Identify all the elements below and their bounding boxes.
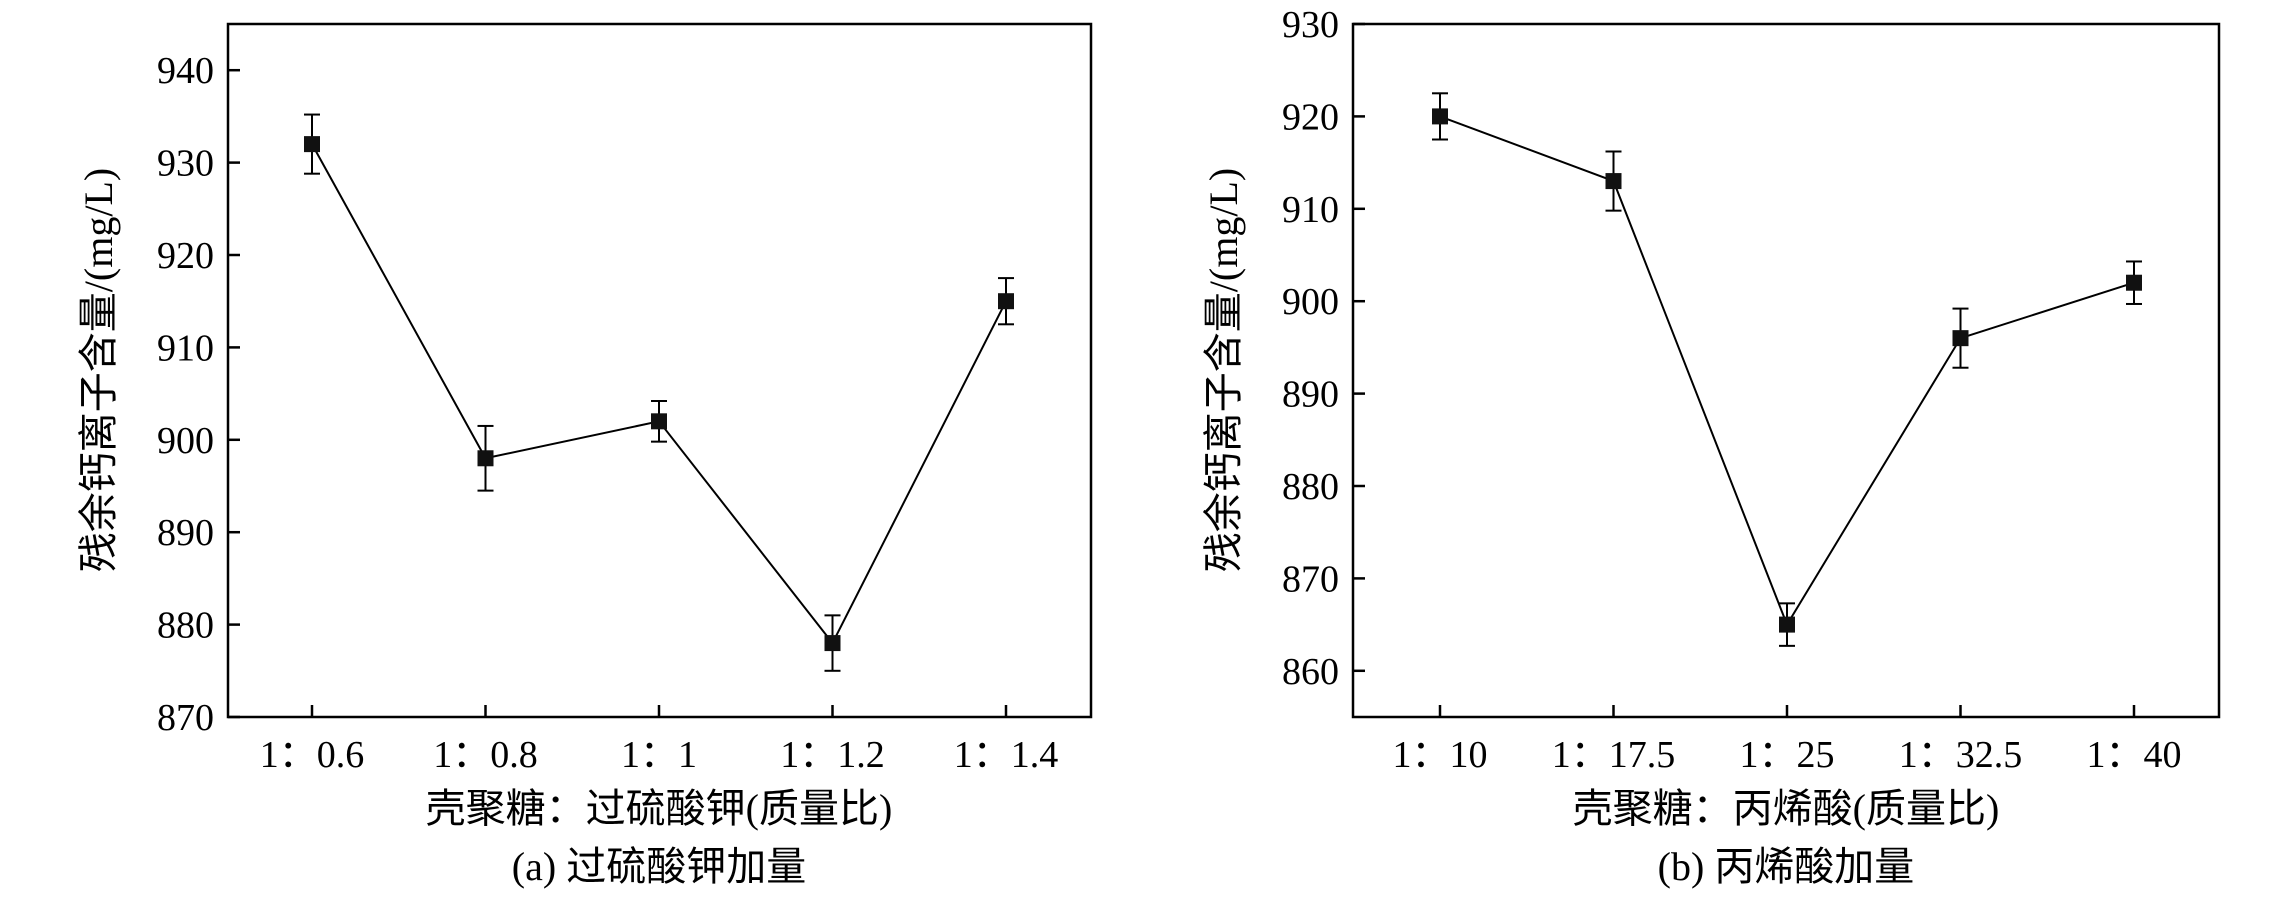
chart-marks: 870 880 890 900 910 920 930 940 1：0.6 1：0.8 1：1 1：1…: [157, 50, 1058, 776]
y-tick-label: 930: [157, 143, 214, 185]
x-axis-title: 壳聚糖：丙烯酸(质量比): [1573, 786, 2000, 831]
y-tick-label: 860: [1282, 651, 1339, 693]
data-point: [304, 136, 320, 153]
panel-caption: (a) 过硫酸钾加量: [512, 844, 806, 889]
x-tick-label: 1：32.5: [1899, 734, 2023, 776]
x-tick-label: 1：0.8: [433, 734, 538, 776]
y-tick-label: 900: [1282, 281, 1339, 323]
x-axis-title: 壳聚糖：过硫酸钾(质量比): [426, 786, 893, 831]
data-point: [1779, 616, 1795, 633]
y-tick-label: 890: [1282, 374, 1339, 416]
chart-marks: 860 870 880 890 900 910 920 930 1：10 1：17.5 1：25 1：…: [1282, 4, 2182, 776]
x-tick-label: 1：17.5: [1552, 734, 1676, 776]
series-line: [311, 143, 1007, 645]
x-tick-label: 1：25: [1739, 734, 1834, 776]
y-tick-label: 920: [1282, 96, 1339, 138]
data-point: [651, 413, 667, 430]
data-point: [1605, 173, 1622, 190]
y-tick-label: 940: [157, 50, 214, 92]
x-tick-label: 1：1.4: [954, 734, 1059, 776]
y-tick-label: 920: [157, 235, 214, 277]
data-point: [1952, 330, 1969, 347]
y-tick-label: 930: [1282, 4, 1339, 46]
data-point: [824, 635, 841, 652]
x-tick-label: 1：1: [621, 734, 697, 776]
data-point: [998, 293, 1014, 310]
x-tick-label: 1：10: [1392, 734, 1487, 776]
x-tick-label: 1：1.2: [780, 734, 885, 776]
chart-panel-b: 860 870 880 890 900 910 920 930 1：10 1：17.5 1：25 1：…: [1201, 4, 2221, 889]
y-axis-title: 残余钙离子含量/(mg/L): [1201, 168, 1246, 572]
data-point: [2126, 274, 2142, 291]
plot-frame: [226, 22, 1093, 719]
y-tick-label: 910: [1282, 189, 1339, 231]
y-tick-label: 900: [157, 420, 214, 462]
y-axis-title: 残余钙离子含量/(mg/L): [76, 168, 121, 572]
y-tick-label: 880: [157, 605, 214, 647]
data-point: [477, 450, 494, 467]
series-line: [1439, 115, 2135, 627]
y-tick-label: 880: [1282, 466, 1339, 508]
x-tick-label: 1：40: [2086, 734, 2181, 776]
data-point: [1432, 108, 1448, 125]
y-tick-label: 890: [157, 512, 214, 554]
y-tick-label: 870: [1282, 558, 1339, 600]
chart-panel-a: 870 880 890 900 910 920 930 940 1：0.6 1：0.8 1：1 1：1…: [76, 22, 1093, 889]
y-tick-label: 910: [157, 327, 214, 369]
y-tick-label: 870: [157, 697, 214, 739]
x-tick-label: 1：0.6: [260, 734, 365, 776]
panel-caption: (b) 丙烯酸加量: [1658, 844, 1915, 889]
